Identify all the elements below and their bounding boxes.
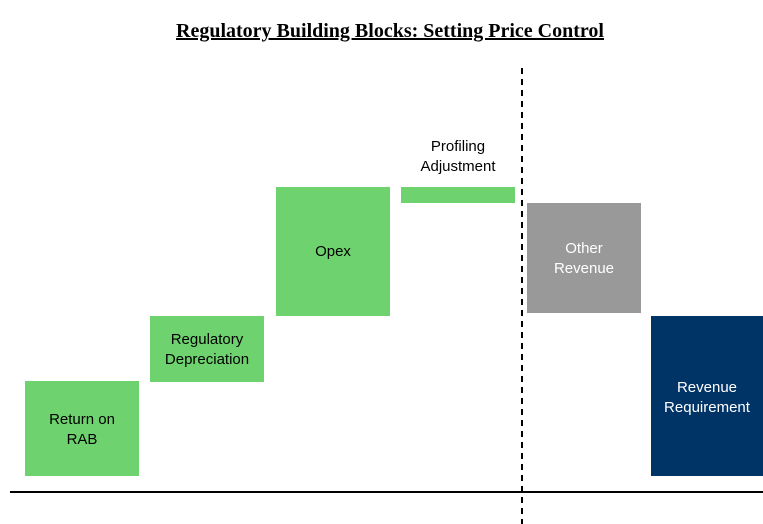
block-label: Opex [315, 243, 351, 260]
block-opex [276, 187, 390, 316]
block-revenue-requirement [651, 316, 763, 476]
block-return-on-rab [25, 381, 139, 476]
block-label: Revenue [554, 260, 614, 277]
block-profiling-adjustment [401, 187, 515, 203]
block-label: Profiling [431, 138, 485, 155]
block-label: Return on [49, 411, 115, 428]
title: Regulatory Building Blocks: Setting Pric… [176, 20, 604, 42]
block-label: Other [565, 240, 603, 257]
block-regulatory-depreciation [150, 316, 264, 382]
block-label: RAB [67, 431, 98, 448]
block-other-revenue [527, 203, 641, 313]
block-label: Requirement [664, 399, 751, 416]
block-label: Revenue [677, 379, 737, 396]
block-label: Regulatory [171, 331, 244, 348]
block-label: Adjustment [420, 158, 496, 175]
block-label: Depreciation [165, 351, 249, 368]
